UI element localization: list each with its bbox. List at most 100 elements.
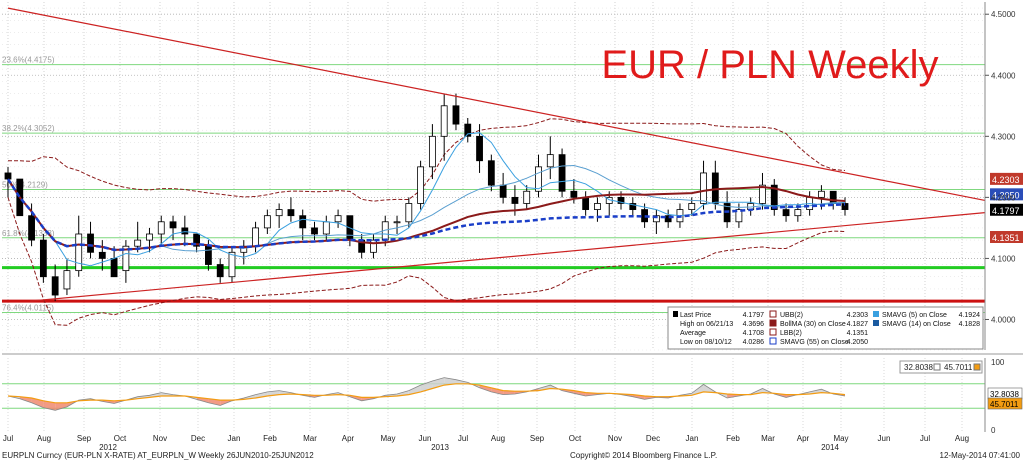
legend-swatch bbox=[873, 320, 879, 326]
candle-body bbox=[134, 239, 142, 247]
y-tick-label: 4.5000 bbox=[991, 10, 1016, 19]
candle-body bbox=[770, 184, 778, 210]
osc-legend-box bbox=[899, 360, 983, 374]
y-tick-label: 4.1000 bbox=[991, 254, 1016, 263]
fib-label: 38.2%(4.3052) bbox=[2, 124, 55, 133]
osc-line-b bbox=[7, 383, 846, 404]
footer-copyright: Copyright© 2014 Bloomberg Finance L.P. bbox=[570, 451, 717, 460]
candle-body bbox=[299, 215, 307, 229]
candle-body bbox=[311, 227, 318, 235]
candle-body bbox=[157, 221, 165, 235]
x-tick-label: Aug bbox=[491, 434, 505, 443]
candle-body bbox=[98, 251, 106, 259]
candle-body bbox=[688, 203, 696, 210]
x-tick-label: Jan bbox=[228, 434, 241, 443]
osc-tick-label: 0 bbox=[991, 426, 996, 435]
candle-body bbox=[252, 227, 259, 247]
candle-body bbox=[652, 215, 660, 223]
candle-body bbox=[4, 172, 12, 180]
x-tick-label: Jun bbox=[419, 434, 432, 443]
price-tag bbox=[990, 230, 1023, 243]
fib-label: 76.4%(4.0115) bbox=[2, 303, 54, 312]
osc-line-a bbox=[7, 377, 846, 411]
x-tick-label: Feb bbox=[263, 434, 277, 443]
candle-body bbox=[51, 276, 59, 296]
legend-swatch bbox=[769, 310, 777, 318]
candle-body bbox=[417, 166, 425, 204]
candle-body bbox=[216, 264, 224, 278]
x-tick-label: Jan bbox=[686, 434, 699, 443]
candle-body bbox=[570, 190, 578, 198]
legend-value: 4.1828 bbox=[959, 321, 981, 328]
legend-swatch bbox=[769, 328, 777, 336]
price-tag bbox=[990, 203, 1023, 216]
candle-body bbox=[75, 233, 83, 272]
osc-legend-swatch bbox=[933, 363, 941, 371]
candle-body bbox=[535, 166, 542, 192]
candle-body bbox=[511, 196, 519, 204]
osc-tag-label: 45.7011 bbox=[990, 400, 1019, 409]
candle-body bbox=[169, 221, 177, 229]
x-tick-label: Jul bbox=[920, 434, 930, 443]
x-tick-label: Mar bbox=[303, 434, 317, 443]
osc-legend-label: 45.7011 bbox=[944, 363, 973, 372]
price-tag-label: 4.2303 bbox=[992, 175, 1020, 185]
legend-label: SMAVG (5) on Close bbox=[882, 312, 947, 319]
candle-body bbox=[829, 190, 837, 204]
candle-body bbox=[582, 196, 590, 210]
candle-body bbox=[487, 160, 495, 186]
price-tag bbox=[990, 172, 1023, 185]
legend-value: 4.2050 bbox=[847, 339, 869, 346]
x-tick-label: May bbox=[833, 434, 848, 443]
x-tick-label: Nov bbox=[608, 434, 622, 443]
y-tick-label: 4.2000 bbox=[991, 193, 1016, 202]
legend-label: LBB(2) bbox=[780, 330, 802, 337]
candle-body bbox=[523, 190, 531, 204]
legend-value: 4.3696 bbox=[743, 321, 765, 328]
x-tick-label: Oct bbox=[114, 434, 127, 443]
x-year-label: 2014 bbox=[821, 443, 839, 452]
legend-value: 4.1351 bbox=[847, 330, 869, 337]
candle-body bbox=[405, 203, 413, 223]
x-tick-label: Nov bbox=[153, 434, 167, 443]
x-tick-label: Aug bbox=[955, 434, 969, 443]
x-tick-label: Aug bbox=[37, 434, 51, 443]
legend-label: SMAVG (14) on Close bbox=[882, 321, 951, 328]
candle-body bbox=[440, 105, 448, 137]
candle-body bbox=[263, 215, 271, 229]
x-tick-label: Dec bbox=[646, 434, 660, 443]
candle-body bbox=[87, 233, 94, 253]
candle-body bbox=[629, 203, 637, 210]
candle-body bbox=[181, 227, 189, 235]
candle-body bbox=[452, 105, 460, 125]
x-tick-label: Sep bbox=[77, 434, 92, 443]
candle-body bbox=[287, 209, 295, 217]
legend-value: 4.2303 bbox=[847, 312, 869, 319]
candle-body bbox=[28, 215, 35, 241]
price-tag-label: 4.1351 bbox=[992, 233, 1020, 243]
legend-value: 4.1827 bbox=[847, 321, 869, 328]
legend-label: Low on 08/10/12 bbox=[680, 339, 732, 346]
osc-tag bbox=[987, 397, 1023, 410]
candle-body bbox=[664, 215, 672, 223]
osc-fill bbox=[208, 398, 221, 406]
sma55-line bbox=[6, 178, 846, 252]
price-tag-label: 4.2050 bbox=[992, 190, 1020, 200]
x-tick-label: Mar bbox=[761, 434, 775, 443]
x-tick-label: Jul bbox=[458, 434, 468, 443]
x-year-label: 2013 bbox=[431, 443, 449, 452]
x-tick-label: Feb bbox=[726, 434, 740, 443]
legend-swatch bbox=[769, 319, 777, 327]
candle-body bbox=[818, 190, 825, 198]
chart-legend: Last Price 4.1797 High on 06/21/13 4.3696 Av… bbox=[667, 306, 984, 350]
candle-body bbox=[39, 239, 47, 278]
osc-legend-label: 32.8038 bbox=[904, 363, 933, 372]
y-tick-label: 4.0000 bbox=[991, 315, 1016, 324]
candle-body bbox=[617, 196, 625, 204]
legend-value: 4.1708 bbox=[743, 330, 765, 337]
footer-source: EURPLN Curncy (EUR-PLN X-RATE) AT_EURPLN… bbox=[2, 451, 314, 460]
x-tick-label: Jul bbox=[3, 434, 13, 443]
legend-label: Average bbox=[680, 330, 706, 337]
candle-body bbox=[370, 239, 377, 253]
x-tick-label: Apr bbox=[797, 434, 810, 443]
